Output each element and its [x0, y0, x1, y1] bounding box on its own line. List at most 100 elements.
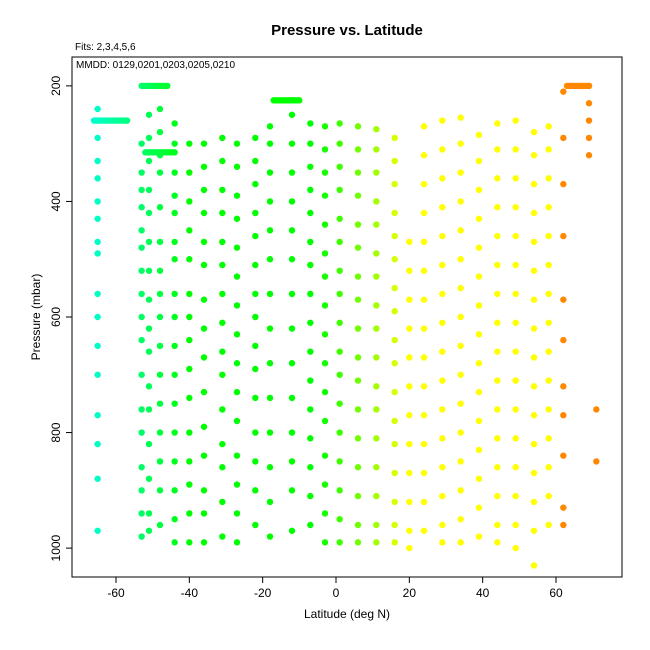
data-point: [156, 290, 164, 298]
data-point: [252, 290, 259, 298]
data-point: [336, 371, 343, 378]
data-point: [373, 198, 380, 205]
data-point: [321, 539, 329, 546]
data-point: [123, 117, 131, 124]
data-point: [219, 186, 226, 194]
data-point: [266, 198, 274, 205]
data-point: [307, 209, 314, 217]
data-point: [288, 325, 296, 332]
data-point: [145, 296, 153, 303]
x-tick-label: -40: [181, 586, 199, 600]
data-point: [145, 383, 153, 390]
data-point: [336, 319, 343, 326]
data-point: [475, 360, 483, 367]
data-point: [138, 313, 145, 321]
data-point: [219, 464, 226, 471]
data-point: [266, 227, 274, 234]
data-point: [439, 319, 446, 326]
data-point: [171, 429, 178, 436]
data-point: [233, 163, 241, 170]
data-point: [94, 238, 101, 246]
data-point: [94, 290, 101, 298]
data-point: [266, 256, 274, 263]
data-point: [545, 146, 552, 153]
data-point: [219, 498, 226, 506]
data-point: [252, 232, 259, 240]
data-point: [138, 227, 145, 234]
data-point: [512, 319, 519, 326]
data-point: [457, 313, 464, 321]
data-point: [288, 256, 296, 263]
data-point: [494, 348, 501, 355]
data-point: [457, 169, 464, 176]
x-tick-label: 40: [476, 586, 490, 600]
data-point: [252, 209, 259, 217]
data-point: [233, 273, 241, 280]
data-point: [156, 238, 164, 246]
data-point: [545, 261, 552, 269]
data-point: [494, 377, 501, 384]
data-point: [336, 163, 343, 170]
data-point: [494, 146, 501, 153]
data-point: [512, 435, 519, 442]
data-point: [494, 492, 501, 500]
data-point: [494, 406, 501, 413]
data-point: [321, 273, 329, 280]
data-point: [420, 354, 428, 361]
data-point: [94, 527, 101, 534]
data-point: [585, 117, 593, 124]
data-point: [560, 134, 567, 142]
data-point: [512, 464, 519, 471]
data-point: [439, 464, 446, 471]
data-point: [94, 250, 101, 257]
data-point: [171, 149, 178, 156]
data-point: [545, 435, 552, 442]
data-point: [171, 209, 178, 217]
data-point: [288, 429, 296, 436]
data-point: [252, 157, 259, 165]
data-point: [406, 412, 413, 419]
data-point: [156, 342, 164, 350]
data-point: [406, 527, 413, 534]
data-point: [94, 440, 101, 448]
data-point: [321, 331, 329, 338]
x-tick-label: 0: [333, 586, 340, 600]
data-point: [512, 406, 519, 413]
data-point: [94, 117, 101, 124]
data-point: [288, 527, 296, 534]
data-point: [138, 140, 145, 147]
data-point: [420, 383, 428, 390]
data-point: [545, 492, 552, 500]
data-point: [494, 435, 501, 442]
data-point: [406, 498, 413, 506]
data-point: [266, 533, 274, 540]
data-point: [475, 186, 483, 194]
data-point: [186, 227, 193, 234]
data-point: [545, 348, 552, 355]
data-point: [266, 169, 274, 176]
data-point: [494, 261, 501, 269]
data-point: [545, 290, 552, 298]
data-point: [200, 140, 208, 147]
data-point: [186, 510, 193, 517]
data-point: [219, 290, 226, 298]
data-point: [200, 388, 208, 396]
data-point: [530, 325, 538, 332]
data-point: [266, 464, 274, 471]
data-point: [420, 296, 428, 303]
data-point: [156, 267, 164, 274]
data-point: [233, 360, 241, 367]
data-point: [512, 232, 519, 240]
data-point: [171, 120, 178, 127]
data-point: [354, 521, 362, 529]
data-point: [145, 510, 153, 517]
data-point: [475, 504, 483, 511]
data-point: [391, 232, 398, 240]
data-point: [233, 510, 241, 517]
data-point: [94, 371, 101, 378]
data-point: [420, 267, 428, 274]
data-point: [475, 417, 483, 425]
data-point: [512, 146, 519, 153]
data-point: [321, 481, 329, 488]
data-point: [391, 256, 398, 263]
